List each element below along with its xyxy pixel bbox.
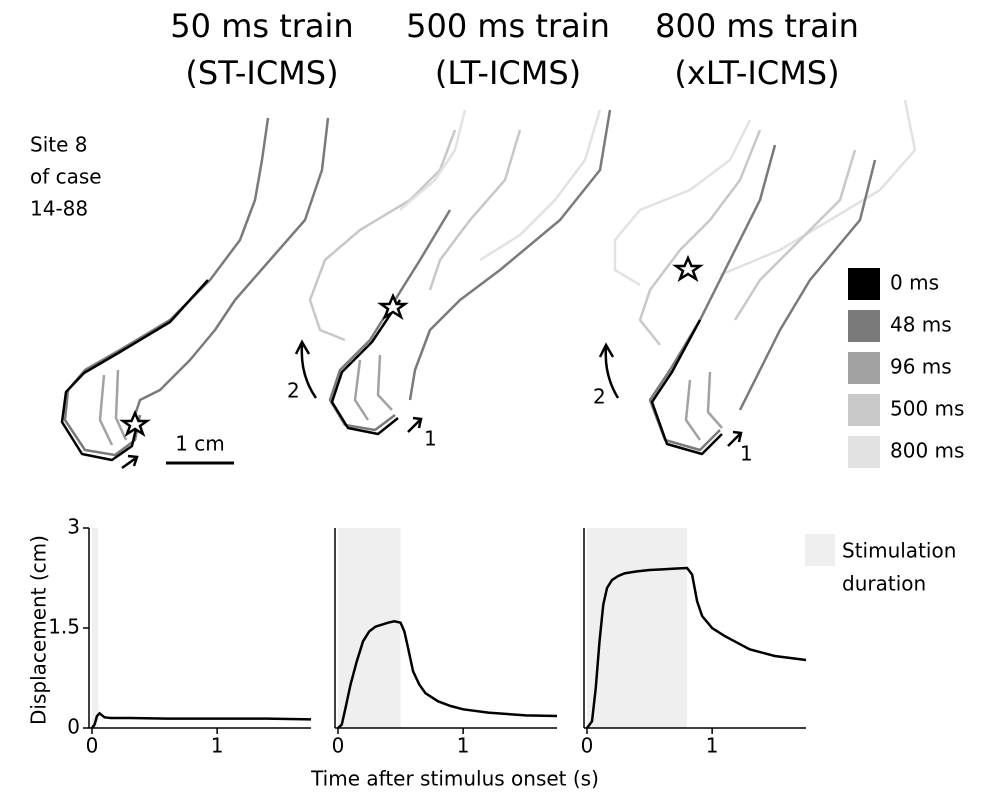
data-line [586,566,807,729]
arrow [294,339,318,399]
legend-swatch [848,394,880,426]
hand-traces-xlt [613,99,917,456]
legend-label: 48 ms [890,313,952,337]
legend-swatch [848,268,880,300]
legend-label: 800 ms [890,439,964,463]
data-line [337,620,558,729]
y-tick-label: 1.5 [48,615,80,639]
arrow [407,416,423,433]
legend-label: 500 ms [890,397,964,421]
panel-subtitle: (xLT-ICMS) [674,54,839,92]
x-tick-label: 0 [332,734,345,758]
panel: 500 ms train (LT-ICMS) 0 1 [332,7,610,758]
site-label-line: 14-88 [30,197,88,221]
site-label-line: Site 8 [30,133,87,157]
panel: 800 ms train (xLT-ICMS) 0 1 [581,7,859,758]
scale-bar-label: 1 cm [175,432,225,456]
legend-swatch [848,436,880,468]
hand-traces-lt [308,109,612,436]
x-tick-label: 0 [86,734,99,758]
panel-title: 800 ms train [655,7,859,45]
panel-title: 500 ms train [406,7,610,45]
arrow [121,454,139,470]
movement-arrows [121,339,743,470]
legend-label: 96 ms [890,355,952,379]
arrow [598,342,620,399]
legend-swatch [848,310,880,342]
shade-legend-label: Stimulation [842,539,956,563]
site-label: Site 8 of case 14-88 [30,133,102,221]
panel-subtitle: (ST-ICMS) [185,54,338,92]
stimulation-shade [92,528,99,728]
hand-traces-st [60,117,330,462]
x-tick-label: 1 [457,734,470,758]
shade-legend-label: duration [842,572,926,596]
y-tick-label: 0 [67,715,80,739]
stimulation-shade [587,528,688,728]
x-tick-label: 1 [706,734,719,758]
panel-title: 50 ms train [170,7,353,45]
panel: 50 ms train (ST-ICMS) 0 1.5 3 0 1 [48,7,354,758]
arrow-label: 1 [424,427,437,451]
y-tick-label: 3 [67,515,80,539]
x-axis-label: Time after stimulus onset (s) [310,767,599,791]
arrow [727,430,743,447]
legend-label: 0 ms [890,271,939,295]
site-label-line: of case [30,165,102,189]
star-marker [119,409,151,438]
stars [119,254,704,438]
arrow-label: 2 [593,385,606,409]
y-axis-label: Displacement (cm) [27,535,51,725]
data-line [91,711,312,729]
panel-subtitle: (LT-ICMS) [435,54,581,92]
legend-swatch [848,352,880,384]
arrow-label: 2 [287,379,300,403]
arrow-label: 1 [740,442,753,466]
shade-legend-swatch [805,534,835,566]
star-marker [672,254,704,283]
x-tick-label: 0 [581,734,594,758]
x-tick-label: 1 [211,734,224,758]
star-marker [377,292,409,321]
